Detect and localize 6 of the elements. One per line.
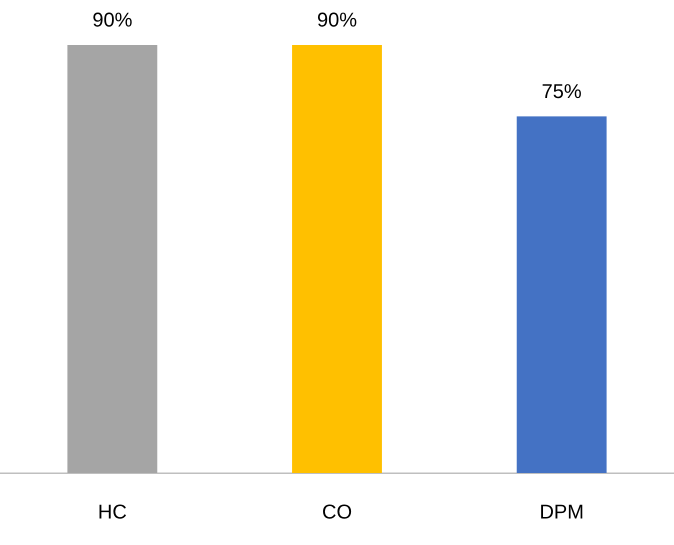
x-tick-label: HC bbox=[98, 502, 127, 524]
data-label: 90% bbox=[316, 10, 358, 32]
data-label: 75% bbox=[542, 80, 582, 103]
x-tick-label: DPM bbox=[539, 502, 584, 524]
x-tick-label: CO bbox=[322, 502, 352, 524]
data-label: 90% bbox=[92, 10, 133, 32]
